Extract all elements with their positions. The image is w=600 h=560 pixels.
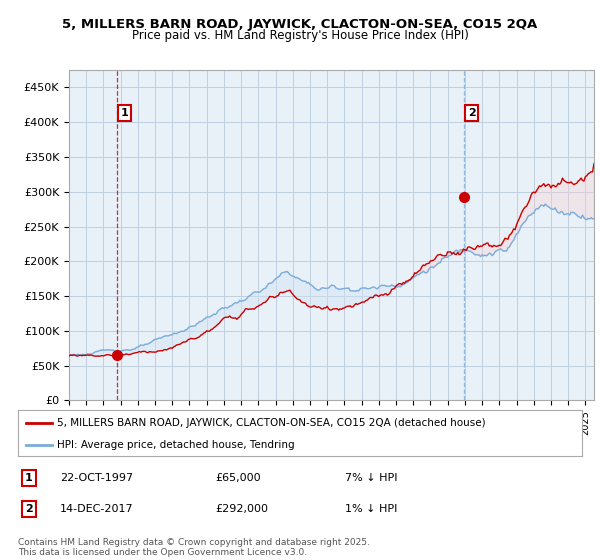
Text: 1: 1	[121, 108, 128, 118]
Text: 2: 2	[467, 108, 475, 118]
Text: 1: 1	[25, 473, 32, 483]
Text: 7% ↓ HPI: 7% ↓ HPI	[345, 473, 398, 483]
Text: 5, MILLERS BARN ROAD, JAYWICK, CLACTON-ON-SEA, CO15 2QA (detached house): 5, MILLERS BARN ROAD, JAYWICK, CLACTON-O…	[58, 418, 486, 428]
Text: 2: 2	[25, 504, 32, 514]
Text: 22-OCT-1997: 22-OCT-1997	[60, 473, 133, 483]
Text: HPI: Average price, detached house, Tendring: HPI: Average price, detached house, Tend…	[58, 440, 295, 450]
Text: Contains HM Land Registry data © Crown copyright and database right 2025.
This d: Contains HM Land Registry data © Crown c…	[18, 538, 370, 557]
Text: £65,000: £65,000	[215, 473, 261, 483]
Text: £292,000: £292,000	[215, 504, 268, 514]
Text: 14-DEC-2017: 14-DEC-2017	[60, 504, 134, 514]
Text: 5, MILLERS BARN ROAD, JAYWICK, CLACTON-ON-SEA, CO15 2QA: 5, MILLERS BARN ROAD, JAYWICK, CLACTON-O…	[62, 18, 538, 31]
Text: 1% ↓ HPI: 1% ↓ HPI	[345, 504, 397, 514]
Text: Price paid vs. HM Land Registry's House Price Index (HPI): Price paid vs. HM Land Registry's House …	[131, 29, 469, 42]
